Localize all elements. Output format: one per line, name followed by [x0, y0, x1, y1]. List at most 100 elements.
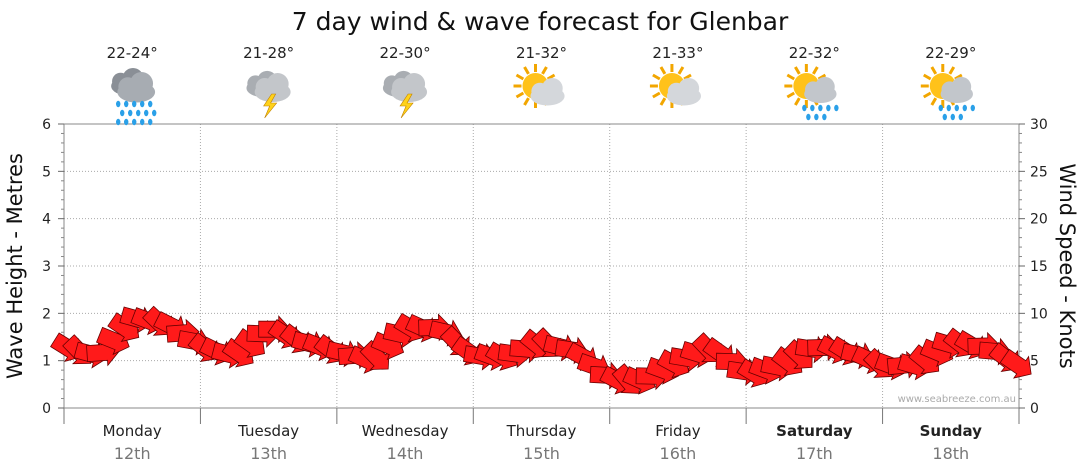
left-tick-label: 5	[42, 164, 51, 180]
cloud-puff	[129, 72, 154, 96]
sun-ray	[515, 91, 525, 99]
storm-cloud-icon	[382, 70, 428, 119]
wind-series	[50, 305, 1032, 395]
sun-ray	[515, 73, 525, 81]
day-date: 14th	[387, 444, 424, 463]
rain-drop	[938, 104, 943, 112]
rain-drop	[802, 104, 807, 112]
rain-drop	[950, 113, 955, 121]
cloud-puff	[951, 76, 972, 97]
day-column-friday: 21-33° Friday 16th	[649, 44, 703, 463]
rain-drop	[120, 109, 125, 117]
rain-drop	[144, 109, 149, 117]
day-name: Wednesday	[362, 422, 449, 440]
sun-cloud-icon	[649, 64, 702, 108]
sun-ray	[954, 73, 963, 81]
temperature-range: 21-32°	[516, 44, 567, 62]
day-date: 12th	[114, 444, 151, 463]
rain-drop	[942, 113, 947, 121]
sun-ray	[948, 66, 956, 75]
day-date: 16th	[660, 444, 697, 463]
temperature-range: 22-29°	[925, 44, 976, 62]
rain-drop	[834, 104, 839, 112]
rain-drop	[826, 104, 831, 112]
sun-ray	[659, 97, 667, 106]
rain-drop	[152, 109, 157, 117]
sun-ray	[659, 66, 667, 75]
rain-drop	[140, 118, 145, 126]
sun-ray	[541, 66, 548, 75]
day-column-tuesday: 21-28° Tuesday 13th	[237, 44, 299, 463]
rain-drop	[818, 104, 823, 112]
watermark: www.seabreeze.com.au	[898, 394, 1016, 405]
sun-ray	[922, 73, 932, 81]
right-tick-label: 20	[1030, 212, 1048, 228]
day-column-saturday: 22-32° Saturday 17th	[776, 44, 853, 463]
rain-drop	[810, 104, 815, 112]
day-column-monday: 22-24° Monday 12th	[103, 44, 162, 463]
cloud-puff	[678, 77, 700, 99]
right-tick-label: 30	[1030, 117, 1048, 133]
right-tick-label: 5	[1030, 354, 1039, 370]
right-axis-label: Wind Speed - Knots	[1055, 163, 1079, 368]
day-columns: 22-24° Monday 12th 21-28° Tuesday 13th 22-30° W…	[103, 44, 983, 463]
rain-drop	[136, 109, 141, 117]
rain-drop	[814, 113, 819, 121]
day-column-thursday: 21-32° Thursday 15th	[506, 44, 577, 463]
temperature-range: 22-24°	[107, 44, 158, 62]
temperature-range: 22-30°	[380, 44, 431, 62]
rain-drop	[140, 100, 145, 108]
day-name: Monday	[103, 422, 162, 440]
right-tick-label: 15	[1030, 259, 1048, 275]
day-date: 17th	[796, 444, 833, 463]
sun-cloud-icon	[513, 64, 565, 108]
left-tick-label: 3	[42, 259, 51, 275]
storm-cloud-icon	[246, 70, 291, 119]
right-tick-label: 25	[1030, 164, 1048, 180]
rain-drop	[148, 118, 153, 126]
day-name: Tuesday	[237, 422, 299, 440]
rain-drop	[946, 104, 951, 112]
left-tick-label: 4	[42, 212, 51, 228]
sun-ray	[786, 91, 795, 99]
rain-drop	[124, 118, 129, 126]
rain-drop	[128, 109, 133, 117]
sun-ray	[523, 66, 530, 75]
rain-drop	[132, 100, 137, 108]
sun-ray	[652, 91, 661, 99]
rain-drop	[132, 118, 137, 126]
day-date: 18th	[932, 444, 969, 463]
rain-drop	[148, 100, 153, 108]
temperature-range: 21-33°	[652, 44, 703, 62]
right-axis-ticks: 0 5 10 15 20 25 30	[1019, 117, 1048, 417]
day-column-wednesday: 22-30° Wednesday 14th	[362, 44, 449, 463]
rain-drop	[116, 100, 121, 108]
sun-ray	[922, 91, 932, 99]
left-tick-label: 1	[42, 354, 51, 370]
rain-drop	[806, 113, 811, 121]
grid-lines	[63, 124, 1020, 424]
day-name: Thursday	[506, 422, 577, 440]
rain-cloud-icon	[111, 67, 157, 126]
rain-drop	[124, 100, 129, 108]
lightning-bolt	[263, 93, 278, 119]
day-date: 15th	[523, 444, 560, 463]
left-axis-ticks: 0 1 2 3 4 5 6	[42, 117, 64, 417]
sun-ray	[794, 97, 801, 106]
day-name: Sunday	[920, 422, 983, 440]
day-date: 13th	[250, 444, 287, 463]
left-tick-label: 2	[42, 306, 51, 322]
lightning-bolt	[399, 93, 414, 119]
rain-drop	[822, 113, 827, 121]
rain-drop	[962, 104, 967, 112]
cloud-puff	[266, 73, 289, 95]
sun-ray	[523, 97, 530, 106]
right-tick-label: 10	[1030, 306, 1048, 322]
sun-ray	[546, 73, 556, 81]
rain-drop	[954, 104, 959, 112]
cloud-puff	[403, 73, 426, 95]
right-tick-label: 0	[1030, 401, 1039, 417]
sun-ray	[677, 66, 685, 75]
chart-title: 7 day wind & wave forecast for Glenbar	[292, 7, 789, 36]
